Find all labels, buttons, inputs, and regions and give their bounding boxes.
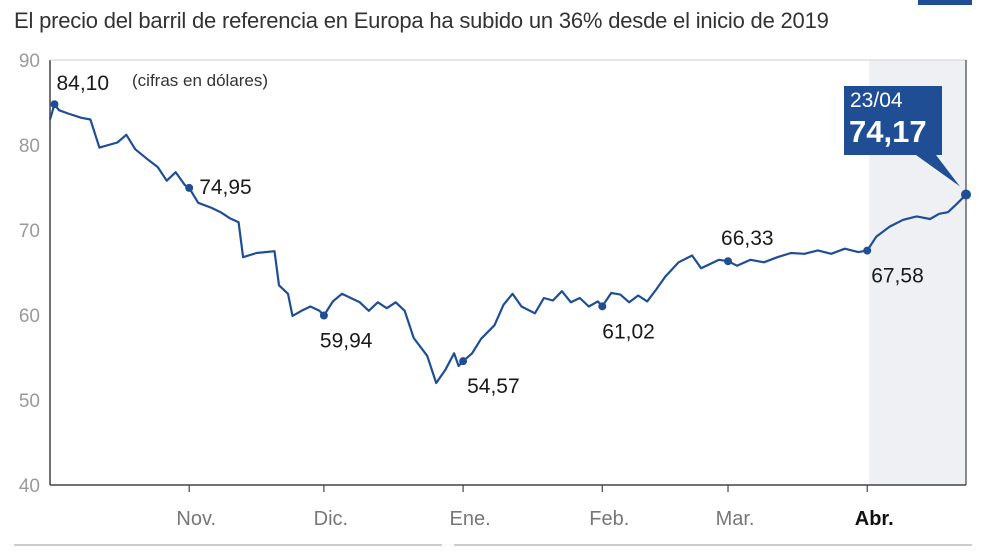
- x-tick-label: Mar.: [716, 508, 755, 530]
- latest-point-marker: [961, 189, 971, 200]
- callout-value: 74,17: [849, 114, 927, 149]
- data-point-label: 67,58: [871, 265, 924, 288]
- x-tick-label: Dic.: [314, 508, 348, 530]
- chart-axes: [49, 59, 967, 486]
- x-tick-label: Abr.: [855, 508, 894, 530]
- brand-tab: [918, 0, 972, 5]
- data-point-marker: [50, 100, 59, 109]
- data-point-label: 59,94: [320, 330, 373, 353]
- data-point-marker: [319, 311, 328, 320]
- data-point-label: 61,02: [602, 320, 655, 343]
- y-tick-label: 80: [19, 136, 40, 157]
- x-tick-label: Ene.: [450, 508, 491, 530]
- data-point-marker: [724, 257, 733, 266]
- data-point-label: 74,95: [199, 176, 252, 199]
- data-point-label: 66,33: [721, 227, 774, 250]
- y-tick-label: 50: [19, 391, 40, 412]
- data-point-marker: [598, 302, 607, 311]
- x-tick-label: Nov.: [176, 508, 216, 530]
- y-tick-label: 60: [19, 306, 40, 327]
- y-tick-label: 90: [19, 51, 40, 72]
- data-point-marker: [863, 246, 872, 255]
- y-axis-ticks: 40 50 60 70 80 90: [19, 51, 40, 497]
- data-point-marker: [459, 357, 468, 366]
- callout-date: 23/04: [850, 89, 903, 112]
- data-point-marker: [185, 183, 194, 192]
- labeled-points: 84,10 74,95 59,94 54,57 61,02 66,33 67,58: [50, 72, 971, 398]
- x-axis-ticks: Nov. Dic. Ene. Feb. Mar. Abr.: [176, 485, 894, 530]
- chart-title: El precio del barril de referencia en Eu…: [14, 8, 829, 33]
- unit-note: (cifras en dólares): [132, 71, 268, 90]
- x-tick-label: Feb.: [589, 508, 629, 530]
- y-tick-label: 70: [19, 221, 40, 242]
- data-point-label: 54,57: [467, 375, 520, 398]
- callout-box: [844, 86, 960, 187]
- series-line-brent: [48, 103, 967, 385]
- data-point-label: 84,10: [56, 72, 109, 95]
- y-tick-label: 40: [19, 476, 40, 497]
- latest-value-callout: 23/04 74,17: [844, 86, 960, 187]
